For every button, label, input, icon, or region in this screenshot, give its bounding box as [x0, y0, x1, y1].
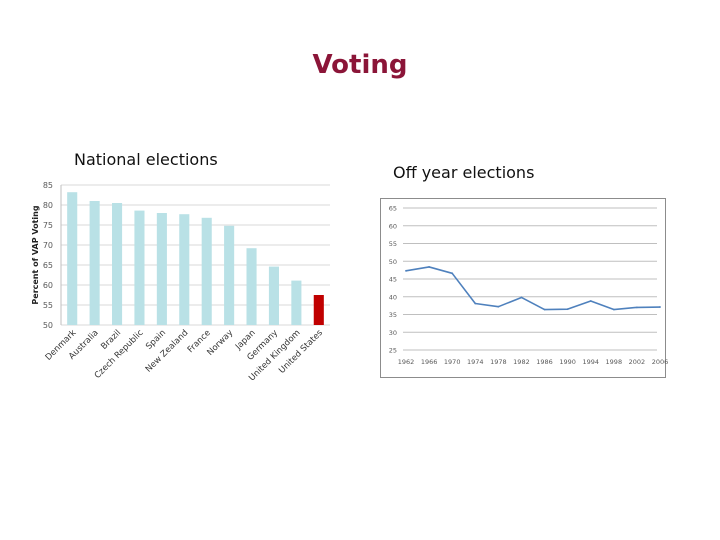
- chart-frame: [380, 198, 666, 378]
- x-tick-label: 1978: [490, 358, 507, 366]
- x-tick-label: 1990: [559, 358, 576, 366]
- x-tick-label: 1966: [421, 358, 438, 366]
- national-chart-title: National elections: [74, 150, 218, 169]
- bar-japan: [246, 248, 257, 325]
- data-point: [497, 305, 500, 308]
- x-tick-label: 1962: [398, 358, 415, 366]
- data-point: [543, 308, 546, 311]
- y-tick-label: 45: [389, 276, 397, 284]
- bar-spain: [156, 213, 167, 325]
- offyear-chart-title: Off year elections: [393, 163, 535, 182]
- bar-norway: [224, 225, 235, 325]
- y-tick-label: 80: [43, 201, 53, 210]
- y-tick-label: 50: [43, 321, 53, 330]
- y-axis-label: Percent of VAP Voting: [31, 205, 40, 304]
- data-point: [589, 300, 592, 302]
- y-tick-label: 50: [389, 258, 397, 266]
- y-tick-label: 35: [389, 311, 397, 319]
- offyear-elections-chart: 25 30 35 40 45 50 55 60 65 1962 1966 1970 1974 1978 19…: [380, 198, 669, 378]
- y-tick-label: 85: [43, 181, 53, 190]
- bar-united-states: [313, 295, 324, 325]
- data-point: [474, 302, 477, 305]
- x-tick-label: 1982: [513, 358, 530, 366]
- bar-germany: [268, 266, 280, 325]
- bar-new-zealand: [179, 214, 190, 325]
- national-elections-chart: 5055606570758085DenmarkAustraliaBrazilCz…: [31, 181, 330, 383]
- x-tick-label: 2006: [652, 358, 669, 366]
- series-line: [405, 266, 661, 311]
- x-tick-label: 1986: [536, 358, 553, 366]
- bar-denmark: [67, 192, 78, 325]
- y-tick-label: 30: [389, 329, 397, 337]
- y-tick-label: 40: [389, 293, 397, 301]
- y-tick-label: 70: [43, 241, 53, 250]
- y-tick-label: 60: [389, 222, 397, 230]
- y-tick-label: 65: [43, 261, 53, 270]
- y-tick-label: 60: [43, 281, 53, 290]
- bar-united-kingdom: [291, 280, 302, 325]
- data-point: [451, 272, 454, 275]
- x-tick-label: 1998: [606, 358, 623, 366]
- bar-australia: [89, 201, 100, 325]
- data-point: [636, 306, 638, 309]
- bar-czech-republic: [134, 210, 145, 325]
- y-tick-label: 75: [43, 221, 53, 230]
- data-point: [566, 308, 569, 311]
- data-point: [520, 296, 523, 299]
- bar-brazil: [111, 203, 123, 325]
- bar-france: [201, 217, 212, 325]
- y-tick-label: 65: [389, 205, 397, 213]
- x-tick-label: 2002: [629, 358, 646, 366]
- y-tick-label: 55: [43, 301, 53, 310]
- x-tick-label: 1970: [444, 358, 461, 366]
- y-tick-label: 25: [389, 347, 397, 355]
- data-point: [659, 306, 661, 308]
- x-tick-label: 1974: [467, 358, 484, 366]
- data-point: [612, 308, 615, 311]
- data-point: [428, 266, 430, 268]
- x-tick-label: 1994: [582, 358, 599, 366]
- slide-title: Voting: [312, 50, 408, 80]
- data-point: [405, 269, 407, 272]
- y-tick-label: 55: [389, 240, 397, 248]
